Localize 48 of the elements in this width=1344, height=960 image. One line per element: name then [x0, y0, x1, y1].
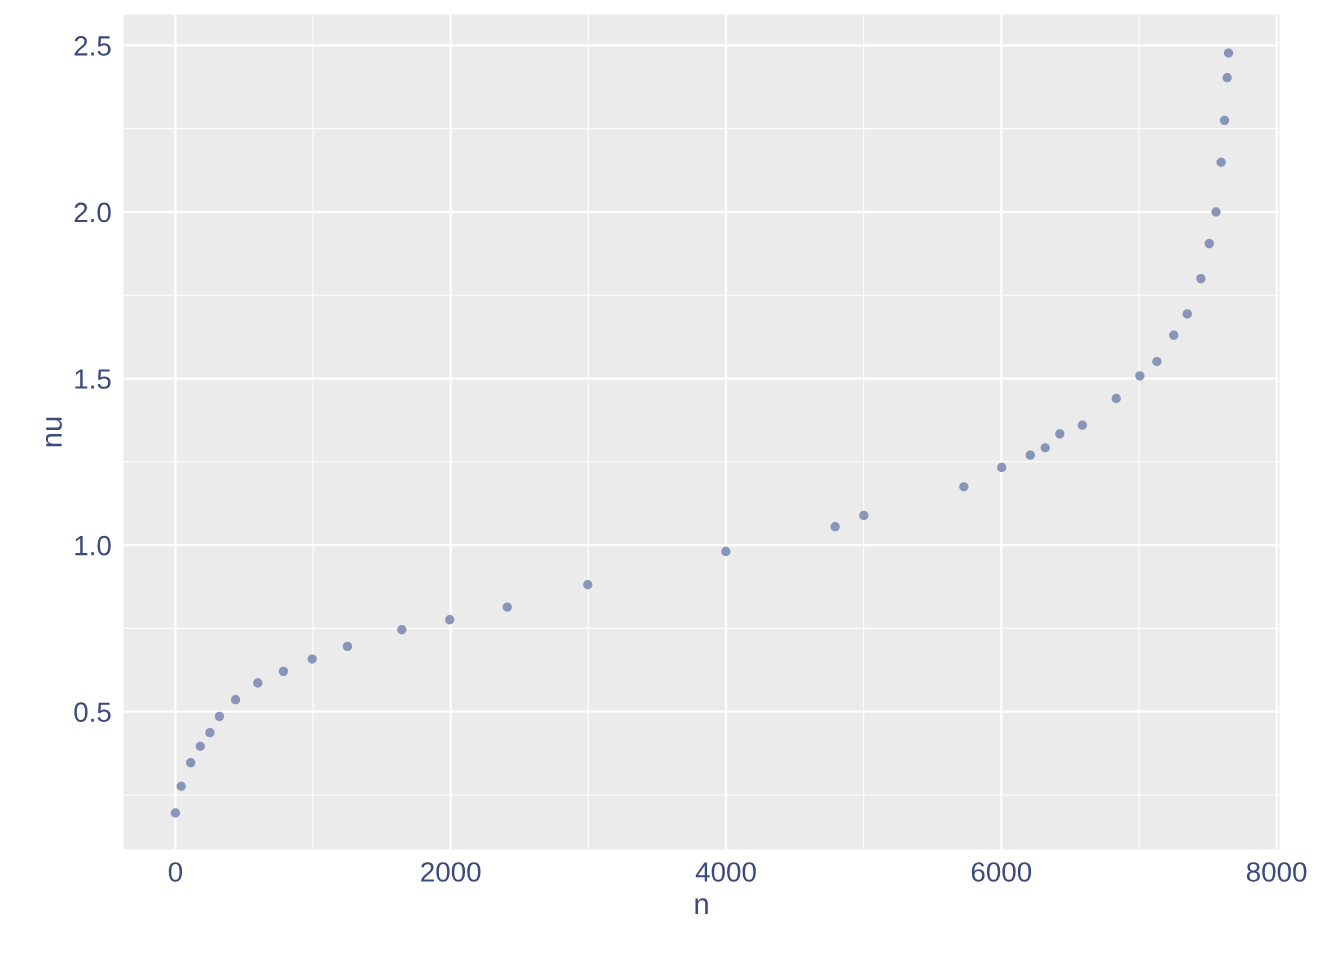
point	[307, 654, 317, 664]
point	[186, 757, 196, 768]
x-tick-label: 0	[168, 862, 183, 882]
x-tick-label: 2000	[421, 862, 481, 882]
point	[1182, 309, 1192, 319]
point	[1077, 420, 1088, 430]
point	[205, 728, 215, 738]
point	[397, 625, 407, 635]
point	[997, 462, 1007, 473]
y-axis-title: nu	[45, 417, 62, 447]
point	[830, 522, 840, 532]
y-tick-label: 0.5	[74, 702, 111, 723]
x-tick-label: 4000	[695, 862, 756, 882]
point	[214, 711, 225, 721]
point	[253, 678, 263, 688]
point	[278, 666, 289, 677]
point	[1111, 393, 1121, 404]
point	[1055, 429, 1065, 439]
point	[1204, 238, 1214, 249]
point	[1223, 48, 1234, 58]
point	[859, 510, 869, 521]
x-tick-label: 8000	[1246, 862, 1307, 882]
point	[1211, 207, 1221, 217]
point	[1040, 443, 1050, 453]
point	[1169, 330, 1179, 340]
point	[1135, 371, 1145, 381]
point	[195, 741, 205, 751]
point	[230, 695, 241, 705]
point	[170, 808, 181, 818]
point	[1025, 450, 1035, 460]
point	[342, 641, 353, 652]
point	[1222, 73, 1232, 83]
point	[959, 482, 969, 492]
x-tick-label: 6000	[971, 862, 1032, 882]
point	[583, 580, 593, 590]
point	[721, 546, 731, 557]
y-tick-label: 2.0	[74, 202, 111, 223]
y-tick-label: 2.5	[74, 36, 111, 56]
point	[1196, 273, 1206, 284]
x-axis-title: n	[695, 898, 708, 914]
point	[176, 781, 186, 791]
y-tick-label: 1.5	[75, 369, 111, 389]
point	[1152, 356, 1162, 367]
point	[1219, 115, 1230, 125]
point	[445, 615, 455, 625]
point	[502, 602, 512, 612]
y-tick-label: 1.0	[75, 535, 111, 556]
point	[1216, 157, 1226, 167]
